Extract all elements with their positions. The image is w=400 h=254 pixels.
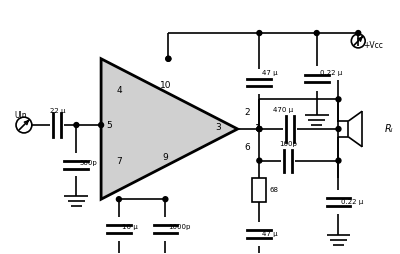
- Text: 0.22 μ: 0.22 μ: [320, 70, 342, 76]
- Text: 4: 4: [116, 86, 122, 95]
- Text: 3: 3: [215, 123, 221, 133]
- Circle shape: [257, 126, 262, 132]
- Text: 6: 6: [245, 143, 250, 152]
- Circle shape: [257, 126, 262, 132]
- Circle shape: [99, 122, 104, 128]
- Circle shape: [166, 56, 171, 61]
- Circle shape: [336, 158, 341, 163]
- Circle shape: [314, 30, 319, 36]
- Text: 5: 5: [106, 120, 112, 130]
- Text: 10: 10: [160, 81, 171, 90]
- Text: 9: 9: [162, 153, 168, 162]
- Circle shape: [257, 30, 262, 36]
- Bar: [252, 178, 266, 202]
- Polygon shape: [101, 59, 238, 199]
- Text: 100p: 100p: [279, 141, 297, 147]
- Text: +Vcc: +Vcc: [363, 41, 383, 50]
- Circle shape: [356, 30, 361, 36]
- Text: 1000p: 1000p: [168, 224, 191, 230]
- Text: 470 μ: 470 μ: [273, 107, 293, 113]
- Text: 1: 1: [254, 124, 260, 134]
- Circle shape: [163, 197, 168, 202]
- Text: 2: 2: [245, 108, 250, 117]
- Text: Rₗ: Rₗ: [385, 124, 393, 134]
- Circle shape: [336, 126, 341, 132]
- Circle shape: [116, 197, 121, 202]
- Circle shape: [257, 158, 262, 163]
- Circle shape: [257, 126, 262, 132]
- Circle shape: [74, 122, 79, 128]
- Text: 10 μ: 10 μ: [122, 224, 138, 230]
- Text: 47 μ: 47 μ: [262, 231, 278, 237]
- Text: 0.22 μ: 0.22 μ: [342, 199, 364, 205]
- Text: 47 μ: 47 μ: [262, 70, 278, 76]
- Text: 7: 7: [116, 157, 122, 166]
- Text: UIn: UIn: [14, 111, 27, 120]
- Circle shape: [336, 97, 341, 102]
- Circle shape: [166, 56, 171, 61]
- Text: 22 μ: 22 μ: [50, 108, 65, 114]
- Text: 68: 68: [269, 187, 278, 193]
- Text: 560p: 560p: [79, 160, 97, 166]
